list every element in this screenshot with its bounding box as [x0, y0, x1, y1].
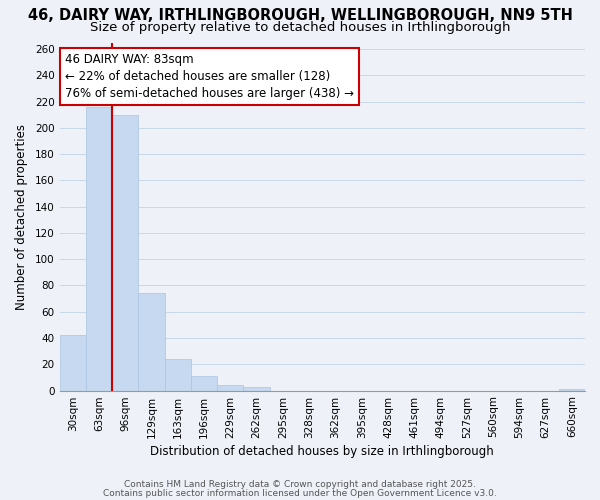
Bar [139, 294, 164, 390]
Text: 46, DAIRY WAY, IRTHLINGBOROUGH, WELLINGBOROUGH, NN9 5TH: 46, DAIRY WAY, IRTHLINGBOROUGH, WELLINGB… [28, 8, 572, 22]
Bar [112, 114, 139, 390]
Bar [86, 107, 112, 391]
Bar [164, 359, 191, 390]
Bar [191, 376, 217, 390]
Bar [59, 336, 86, 390]
Bar [244, 386, 270, 390]
Text: Size of property relative to detached houses in Irthlingborough: Size of property relative to detached ho… [90, 21, 510, 34]
X-axis label: Distribution of detached houses by size in Irthlingborough: Distribution of detached houses by size … [151, 444, 494, 458]
Bar [217, 386, 244, 390]
Text: Contains HM Land Registry data © Crown copyright and database right 2025.: Contains HM Land Registry data © Crown c… [124, 480, 476, 489]
Y-axis label: Number of detached properties: Number of detached properties [15, 124, 28, 310]
Text: Contains public sector information licensed under the Open Government Licence v3: Contains public sector information licen… [103, 488, 497, 498]
Text: 46 DAIRY WAY: 83sqm
← 22% of detached houses are smaller (128)
76% of semi-detac: 46 DAIRY WAY: 83sqm ← 22% of detached ho… [65, 53, 354, 100]
